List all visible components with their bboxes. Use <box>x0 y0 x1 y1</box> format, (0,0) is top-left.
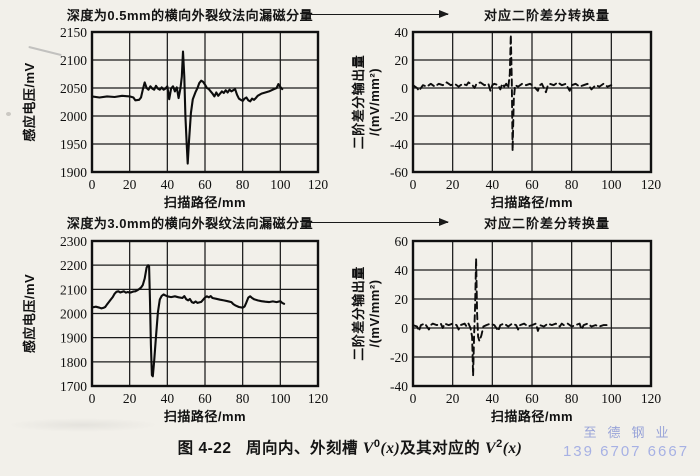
svg-text:100: 100 <box>270 177 291 192</box>
svg-text:-40: -40 <box>390 379 408 394</box>
symbol-v2: V <box>484 440 497 457</box>
svg-text:100: 100 <box>601 391 622 406</box>
symbol-v0-sup: 0 <box>373 437 381 450</box>
svg-text:-40: -40 <box>390 137 408 152</box>
arrow-right-icon <box>306 10 449 18</box>
watermark: 至德钢业 139 6707 6667 <box>552 424 700 462</box>
svg-text:-60: -60 <box>390 165 408 180</box>
svg-text:20: 20 <box>123 391 137 406</box>
svg-text:-20: -20 <box>390 350 408 365</box>
svg-text:扫描路径/mm: 扫描路径/mm <box>164 195 246 210</box>
chart3-title: 深度为3.0mm的横向外裂纹法向漏磁分量 <box>66 216 314 231</box>
svg-text:100: 100 <box>601 177 622 192</box>
chart-mfl-0p5mm: 0 20 40 60 80 100 120 1900 1950 2000 2050 2100 2150 扫… <box>0 24 350 220</box>
svg-text:二阶差分输出量: 二阶差分输出量 <box>351 55 366 150</box>
svg-text:40: 40 <box>161 177 175 192</box>
figure-number: 图 4-22 <box>177 440 232 457</box>
svg-text:120: 120 <box>641 177 662 192</box>
chart-canvas: 0 20 40 60 80 100 120 1900 1950 2000 2050 2100 2150 扫… <box>22 25 329 210</box>
svg-text:0: 0 <box>401 321 408 336</box>
chart-seconddiff-3p0mm: 0 20 40 60 80 100 120 -40 -20 0 20 40 60 扫描路径/mm 二阶差分输… <box>350 232 700 432</box>
row1-header: 深度为0.5mm的横向外裂纹法向漏磁分量 对应二阶差分转换量 <box>0 5 700 25</box>
svg-text:60: 60 <box>525 177 539 192</box>
chart-mfl-3p0mm: 0 20 40 60 80 100 120 1700 1800 1900 2000 2100 2200 2… <box>0 232 350 432</box>
svg-text:2000: 2000 <box>60 307 87 322</box>
svg-text:0: 0 <box>401 81 408 96</box>
chart-seconddiff-0p5mm: 0 20 40 60 80 100 120 -60 -40 -20 0 20 40 扫描路径/mm 二阶差分… <box>350 24 700 220</box>
svg-text:20: 20 <box>123 177 137 192</box>
svg-text:60: 60 <box>525 391 539 406</box>
svg-text:2100: 2100 <box>60 53 87 68</box>
svg-text:二阶差分输出量: 二阶差分输出量 <box>351 266 366 361</box>
svg-text:扫描路径/mm: 扫描路径/mm <box>491 409 573 424</box>
svg-text:20: 20 <box>395 53 409 68</box>
svg-text:-20: -20 <box>390 109 408 124</box>
svg-text:0: 0 <box>410 177 417 192</box>
svg-text:1900: 1900 <box>60 331 87 346</box>
svg-text:40: 40 <box>161 391 175 406</box>
svg-text:20: 20 <box>446 177 460 192</box>
svg-text:感应电压/mV: 感应电压/mV <box>22 274 37 353</box>
svg-text:扫描路径/mm: 扫描路径/mm <box>491 195 573 210</box>
svg-text:1900: 1900 <box>60 165 87 180</box>
chart-canvas: 0 20 40 60 80 100 120 -60 -40 -20 0 20 40 扫描路径/mm 二阶差分… <box>351 25 662 210</box>
svg-text:/(mV/mm²): /(mV/mm²) <box>367 279 382 347</box>
svg-text:60: 60 <box>198 177 212 192</box>
svg-text:1800: 1800 <box>60 355 87 370</box>
chart2-title: 对应二阶差分转换量 <box>483 8 610 23</box>
svg-text:扫描路径/mm: 扫描路径/mm <box>164 409 246 424</box>
arrow-right-icon <box>306 218 449 226</box>
symbol-v0: V <box>362 440 374 457</box>
svg-text:0: 0 <box>410 391 417 406</box>
watermark-phone: 139 6707 6667 <box>562 442 690 460</box>
symbol-v0-arg: (x) <box>380 440 401 457</box>
svg-text:感应电压/mV: 感应电压/mV <box>22 62 37 141</box>
svg-text:40: 40 <box>395 25 409 40</box>
svg-text:120: 120 <box>641 391 662 406</box>
svg-text:1950: 1950 <box>60 137 87 152</box>
svg-text:2100: 2100 <box>60 282 87 297</box>
watermark-company: 至德钢业 <box>583 425 680 440</box>
svg-text:0: 0 <box>89 177 96 192</box>
chart1-title: 深度为0.5mm的横向外裂纹法向漏磁分量 <box>66 8 314 23</box>
chart-canvas: 0 20 40 60 80 100 120 -40 -20 0 20 40 60 扫描路径/mm 二阶差分输… <box>351 234 662 424</box>
symbol-v2-sup: 2 <box>496 437 503 450</box>
svg-text:2200: 2200 <box>60 258 87 273</box>
svg-text:/(mV/mm²): /(mV/mm²) <box>367 68 382 136</box>
svg-text:60: 60 <box>198 391 212 406</box>
svg-text:2150: 2150 <box>60 25 87 40</box>
svg-text:2300: 2300 <box>60 234 87 249</box>
svg-text:40: 40 <box>395 263 409 278</box>
chart4-title: 对应二阶差分转换量 <box>483 216 610 231</box>
svg-text:80: 80 <box>236 177 250 192</box>
caption-text-1: 周向内、外刻槽 <box>245 440 363 457</box>
svg-text:40: 40 <box>486 177 500 192</box>
svg-text:2050: 2050 <box>60 81 87 96</box>
svg-text:40: 40 <box>486 391 500 406</box>
svg-text:20: 20 <box>446 391 460 406</box>
caption-text-2: 及其对应的 <box>400 440 485 457</box>
svg-text:80: 80 <box>565 391 579 406</box>
svg-text:120: 120 <box>308 391 329 406</box>
symbol-v2-arg: (x) <box>502 440 523 457</box>
svg-text:80: 80 <box>236 391 250 406</box>
row2-header: 深度为3.0mm的横向外裂纹法向漏磁分量 对应二阶差分转换量 <box>0 213 700 233</box>
figure-caption: 图 4-22 周向内、外刻槽 V0(x)及其对应的 V2(x) <box>0 436 700 458</box>
svg-text:1700: 1700 <box>60 379 87 394</box>
svg-text:2000: 2000 <box>60 109 87 124</box>
svg-text:100: 100 <box>270 391 291 406</box>
svg-text:60: 60 <box>395 234 409 249</box>
svg-text:120: 120 <box>308 177 329 192</box>
svg-text:20: 20 <box>395 292 409 307</box>
svg-text:0: 0 <box>89 391 96 406</box>
svg-text:80: 80 <box>565 177 579 192</box>
chart-canvas: 0 20 40 60 80 100 120 1700 1800 1900 2000 2100 2200 2… <box>22 234 329 424</box>
